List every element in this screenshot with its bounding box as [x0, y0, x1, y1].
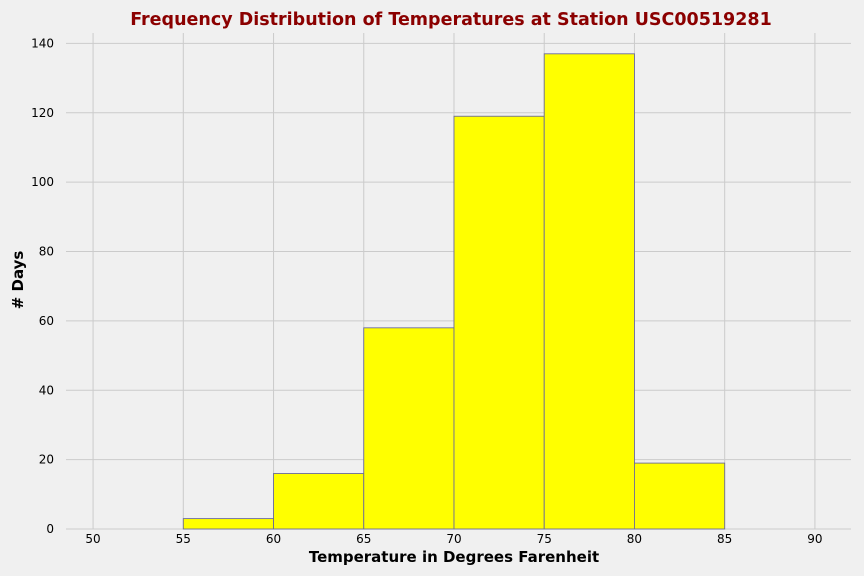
x-axis-label: Temperature in Degrees Farenheit — [309, 548, 599, 566]
histogram-bar — [273, 473, 365, 530]
histogram-bar — [633, 462, 726, 530]
histogram-bar — [453, 115, 545, 530]
x-tick-label: 85 — [717, 532, 732, 546]
histogram-bar — [543, 53, 635, 530]
y-axis-ticks: 0 20 40 60 80 100 120 140 — [31, 36, 54, 536]
chart-title: Frequency Distribution of Temperatures a… — [130, 10, 772, 30]
y-tick-label: 100 — [31, 175, 54, 189]
x-axis-ticks: 50 55 60 65 70 75 80 85 90 — [85, 532, 822, 546]
y-tick-label: 40 — [39, 383, 54, 397]
x-tick-label: 70 — [446, 532, 461, 546]
x-tick-label: 90 — [807, 532, 822, 546]
y-tick-label: 140 — [31, 36, 54, 50]
x-tick-label: 60 — [266, 532, 281, 546]
y-tick-label: 0 — [46, 522, 54, 536]
x-tick-label: 50 — [85, 532, 100, 546]
histogram-bar — [363, 327, 455, 530]
x-tick-label: 65 — [356, 532, 371, 546]
x-tick-label: 75 — [537, 532, 552, 546]
y-axis-label: # Days — [9, 251, 27, 310]
histogram-bar — [182, 518, 274, 530]
y-tick-label: 60 — [39, 314, 54, 328]
x-tick-label: 80 — [627, 532, 642, 546]
x-tick-label: 55 — [176, 532, 191, 546]
y-tick-label: 80 — [39, 245, 54, 259]
bars — [182, 53, 726, 530]
y-tick-label: 120 — [31, 106, 54, 120]
y-tick-label: 20 — [39, 453, 54, 467]
